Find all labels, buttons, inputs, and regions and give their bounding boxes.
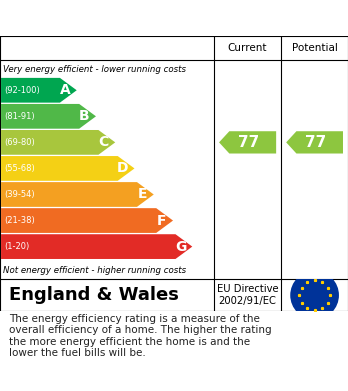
- Text: (69-80): (69-80): [4, 138, 35, 147]
- Text: Current: Current: [228, 43, 267, 53]
- Text: (55-68): (55-68): [4, 164, 35, 173]
- Polygon shape: [1, 78, 77, 102]
- Text: (39-54): (39-54): [4, 190, 35, 199]
- Text: E: E: [137, 188, 147, 201]
- Text: Potential: Potential: [292, 43, 338, 53]
- Text: C: C: [98, 135, 109, 149]
- Polygon shape: [1, 182, 154, 207]
- Polygon shape: [1, 234, 192, 259]
- Polygon shape: [1, 156, 134, 181]
- Text: A: A: [60, 83, 70, 97]
- Text: (81-91): (81-91): [4, 112, 35, 121]
- Polygon shape: [1, 104, 96, 129]
- Text: The energy efficiency rating is a measure of the
overall efficiency of a home. T: The energy efficiency rating is a measur…: [9, 314, 271, 359]
- Text: (1-20): (1-20): [4, 242, 30, 251]
- Text: F: F: [157, 213, 166, 228]
- Text: D: D: [117, 161, 128, 176]
- Text: Not energy efficient - higher running costs: Not energy efficient - higher running co…: [3, 265, 187, 274]
- Text: (21-38): (21-38): [4, 216, 35, 225]
- Text: EU Directive
2002/91/EC: EU Directive 2002/91/EC: [217, 284, 278, 306]
- Polygon shape: [219, 131, 276, 154]
- Polygon shape: [1, 130, 115, 155]
- Text: England & Wales: England & Wales: [9, 286, 179, 304]
- Text: 77: 77: [305, 135, 326, 150]
- Polygon shape: [286, 131, 343, 154]
- Ellipse shape: [290, 271, 339, 319]
- Text: B: B: [79, 109, 89, 123]
- Text: 77: 77: [238, 135, 259, 150]
- Text: Very energy efficient - lower running costs: Very energy efficient - lower running co…: [3, 65, 187, 74]
- Polygon shape: [1, 208, 173, 233]
- Text: G: G: [175, 240, 186, 254]
- Text: (92-100): (92-100): [4, 86, 40, 95]
- Text: Energy Efficiency Rating: Energy Efficiency Rating: [9, 11, 230, 25]
